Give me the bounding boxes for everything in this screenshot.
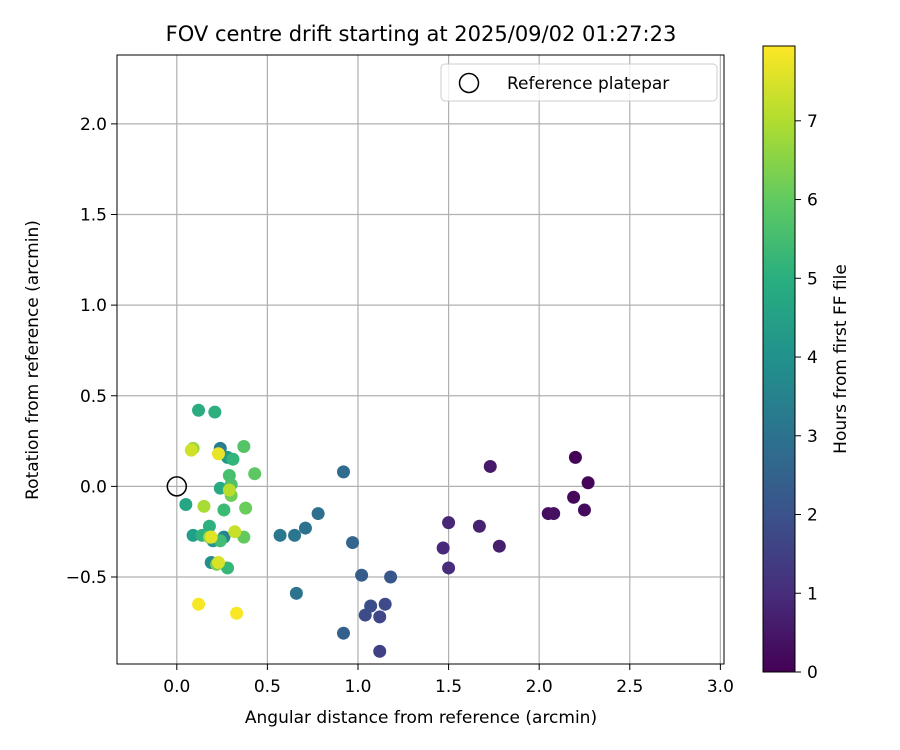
scatter-point xyxy=(179,498,193,511)
colorbar-tick-label: 2 xyxy=(807,506,818,526)
y-tick-label: 0.0 xyxy=(80,477,107,497)
scatter-point xyxy=(568,450,582,464)
scatter-point xyxy=(472,519,486,533)
y-axis-ticks: −0.5 0.0 0.5 1.0 1.5 2.0 xyxy=(66,115,117,588)
colorbar-tick-label: 4 xyxy=(807,348,818,368)
x-tick-label: 2.5 xyxy=(616,677,643,697)
y-tick-label: −0.5 xyxy=(66,568,107,588)
scatter-point xyxy=(211,556,225,569)
scatter-point xyxy=(208,405,222,419)
x-tick-label: 1.0 xyxy=(344,677,371,697)
scatter-point xyxy=(192,403,206,417)
y-tick-label: 0.5 xyxy=(80,387,107,407)
scatter-point xyxy=(204,530,218,544)
y-tick-label: 1.5 xyxy=(80,206,107,226)
colorbar-tick-label: 3 xyxy=(807,427,818,447)
plot-frame xyxy=(116,54,725,665)
y-tick-label: 2.0 xyxy=(80,115,107,135)
colorbar-tick-label: 7 xyxy=(807,112,818,132)
scatter-point xyxy=(298,521,312,535)
scatter-point xyxy=(184,443,198,457)
scatter-point xyxy=(217,503,231,517)
legend-entry-reference: Reference platepar xyxy=(507,74,669,94)
scatter-point xyxy=(346,536,360,550)
x-tick-label: 3.0 xyxy=(707,677,734,697)
reference-platepar-marker xyxy=(166,476,188,497)
scatter-point xyxy=(378,597,392,611)
scatter-point xyxy=(384,570,398,584)
colorbar-tick-label: 5 xyxy=(807,269,818,289)
scatter-point xyxy=(336,626,350,640)
scatter-point xyxy=(355,568,369,582)
x-tick-label: 2.0 xyxy=(526,677,553,697)
scatter-point xyxy=(239,501,253,515)
x-axis-label: Angular distance from reference (arcmin) xyxy=(245,708,597,728)
legend-box xyxy=(440,63,718,102)
scatter-point xyxy=(289,586,303,600)
scatter-point xyxy=(192,597,206,611)
scatter-point xyxy=(186,528,200,542)
legend-marker-icon xyxy=(458,72,480,94)
scatter-point xyxy=(222,483,236,497)
scatter-point xyxy=(581,476,595,490)
scatter-point xyxy=(577,503,591,517)
scatter-point xyxy=(492,539,506,553)
scatter-point xyxy=(228,525,242,539)
x-tick-label: 0.0 xyxy=(163,677,190,697)
scatter-point xyxy=(442,516,456,530)
x-axis-ticks: 0.0 0.5 1.0 1.5 2.0 2.5 3.0 xyxy=(163,664,734,697)
scatter-point xyxy=(483,459,497,473)
scatter-points xyxy=(179,403,595,658)
scatter-point xyxy=(373,610,387,624)
x-tick-label: 0.5 xyxy=(254,677,281,697)
scatter-point xyxy=(442,561,456,575)
scatter-point xyxy=(226,452,240,466)
legend: Reference platepar xyxy=(440,63,718,102)
scatter-point xyxy=(336,465,350,479)
x-tick-label: 1.5 xyxy=(435,677,462,697)
chart-title: FOV centre drift starting at 2025/09/02 … xyxy=(166,22,677,46)
y-axis-label: Rotation from reference (arcmin) xyxy=(23,220,43,500)
colorbar-gradient xyxy=(762,45,796,673)
scatter-point xyxy=(197,499,211,513)
scatter-point xyxy=(230,606,244,620)
y-tick-label: 1.0 xyxy=(80,296,107,316)
scatter-point xyxy=(436,541,450,555)
scatter-point xyxy=(364,599,378,613)
colorbar-ticks: 0 1 2 3 4 5 6 7 xyxy=(795,112,818,683)
colorbar-tick-label: 6 xyxy=(807,191,818,211)
scatter-point xyxy=(373,644,387,658)
colorbar: 0 1 2 3 4 5 6 7 Hours from first FF file xyxy=(762,45,851,683)
colorbar-label: Hours from first FF file xyxy=(831,264,851,454)
scatter-point xyxy=(202,519,216,533)
scatter-point xyxy=(311,507,325,521)
scatter-point xyxy=(547,507,561,521)
scatter-point xyxy=(288,528,302,542)
colorbar-tick-label: 0 xyxy=(807,663,818,683)
scatter-point xyxy=(273,528,287,542)
scatter-point xyxy=(248,467,262,481)
scatter-point xyxy=(567,490,581,504)
scatter-point xyxy=(211,447,225,461)
scatter-point xyxy=(237,440,251,453)
colorbar-tick-label: 1 xyxy=(807,584,818,604)
